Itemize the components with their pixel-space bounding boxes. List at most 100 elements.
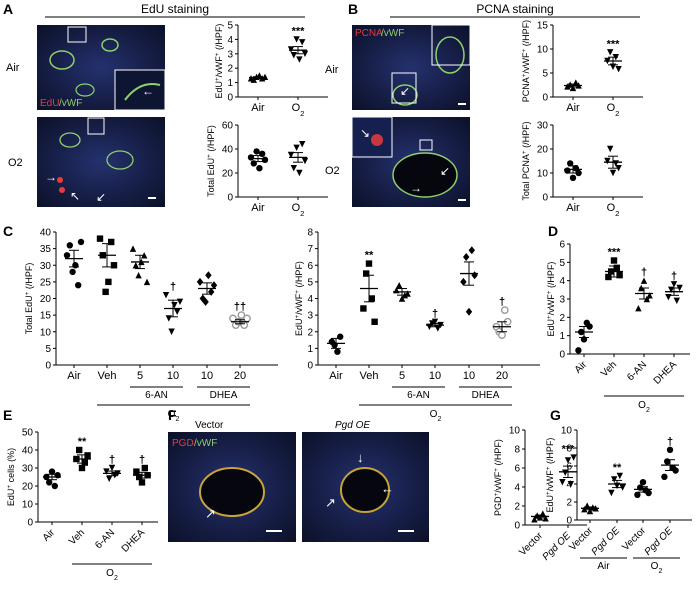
data-point — [564, 83, 571, 90]
data-point — [575, 347, 582, 354]
y-tick-label: 20 — [537, 145, 549, 156]
y-tick-label: 8 — [514, 445, 520, 456]
y-tick-label: 5 — [542, 69, 548, 80]
y-tick-label: 10 — [509, 426, 521, 437]
data-point — [673, 297, 680, 305]
y-tick-label: 8 — [307, 228, 313, 239]
x-tick-label: DHEA — [652, 359, 680, 387]
data-point — [162, 291, 170, 299]
data-point — [607, 145, 614, 153]
pgd-oe-label: Pgd OE — [335, 420, 370, 431]
significance-label: † — [170, 281, 176, 293]
x-tick-label: O2 — [607, 202, 620, 218]
data-point — [575, 169, 582, 177]
y-tick-label: 0 — [514, 521, 520, 532]
data-point — [607, 49, 614, 56]
y-tick-label: 1 — [559, 331, 565, 342]
edu-staining-header: EdU staining — [141, 2, 209, 16]
data-point — [76, 446, 83, 454]
data-point — [66, 242, 74, 249]
y-tick-label: 6 — [566, 462, 572, 473]
svg-text:←: ← — [381, 481, 394, 496]
x-tick-label: Air — [329, 370, 343, 382]
y-tick-label: 3 — [559, 295, 565, 306]
x-tick-label: DHEA — [120, 527, 148, 555]
data-point — [84, 452, 91, 459]
data-point — [296, 56, 303, 63]
y-tick-label: 30 — [40, 261, 52, 272]
data-point — [567, 480, 574, 488]
y-tick-label: 2 — [227, 64, 233, 75]
data-point — [108, 238, 115, 246]
y-tick-label: 50 — [22, 428, 34, 439]
data-point — [301, 50, 309, 57]
footer-label: O2 — [106, 568, 118, 582]
data-point — [611, 476, 618, 483]
y-tick-label: 4 — [227, 35, 233, 46]
significance-label: † — [667, 436, 673, 448]
data-point — [581, 506, 588, 513]
y-tick-label: 15 — [537, 21, 549, 32]
data-point — [368, 295, 375, 302]
y-axis-label: PCNA+/vWF+ (/HPF) — [521, 20, 532, 102]
group-label: 6-AN — [145, 390, 168, 401]
data-point — [396, 282, 403, 289]
data-point — [51, 482, 58, 490]
x-tick-label: Air — [573, 359, 590, 376]
y-tick-label: 6 — [559, 240, 565, 251]
data-point — [110, 262, 118, 269]
data-point — [463, 252, 470, 261]
data-point — [569, 84, 577, 92]
chart-e: 0 10 20 30 40 50 EdU+ cells (%) Air Veh 6-AN DHEA *… — [6, 428, 158, 582]
panel-letter-d: D — [548, 223, 558, 239]
x-tick-label: 6-AN — [93, 527, 117, 551]
y-tick-label: 40 — [22, 446, 34, 457]
y-tick-label: 5 — [307, 277, 313, 288]
data-point — [135, 272, 142, 279]
y-axis-label: Total EdU+ (/HPF) — [206, 125, 217, 197]
y-tick-label: 4 — [307, 294, 313, 305]
data-point — [133, 468, 140, 475]
y-tick-label: 6 — [514, 464, 520, 475]
panel-letter-c: C — [3, 223, 13, 239]
significance-label: † — [432, 308, 438, 320]
data-point — [129, 245, 137, 252]
data-point — [570, 454, 577, 461]
significance-label: *** — [562, 444, 576, 456]
data-point — [460, 277, 467, 286]
data-point — [202, 297, 209, 306]
vwf-stain-label-f: /vWF — [194, 438, 217, 449]
data-point — [531, 516, 538, 523]
data-point — [337, 333, 344, 340]
y-tick-label: 10 — [561, 426, 573, 437]
svg-text:←: ← — [142, 84, 154, 98]
data-point — [253, 148, 260, 155]
y-tick-label: 4 — [566, 480, 572, 491]
y-tick-label: 35 — [40, 244, 52, 255]
svg-text:↙: ↙ — [440, 164, 450, 178]
y-tick-label: 2 — [566, 498, 572, 509]
data-point — [256, 165, 263, 172]
data-point — [371, 318, 378, 325]
data-point — [103, 468, 110, 475]
data-point — [661, 473, 668, 480]
footer-label: O2 — [638, 400, 650, 414]
x-tick-label: Air — [251, 102, 265, 114]
data-point — [261, 73, 269, 81]
data-point — [210, 281, 218, 290]
data-point — [78, 464, 86, 472]
svg-text:↗: ↗ — [325, 495, 336, 510]
data-point — [360, 305, 367, 312]
y-tick-label: 6 — [307, 261, 313, 272]
significance-label: *** — [608, 247, 622, 259]
vwf-stain-label-b: /vWF — [381, 28, 404, 39]
panel-letter-a: A — [3, 1, 13, 17]
data-point — [363, 270, 370, 277]
group-label: 6-AN — [407, 390, 430, 401]
x-tick-label: Veh — [67, 527, 87, 547]
data-point — [174, 308, 181, 315]
y-tick-label: 0 — [227, 193, 233, 204]
y-tick-label: 1 — [227, 78, 233, 89]
